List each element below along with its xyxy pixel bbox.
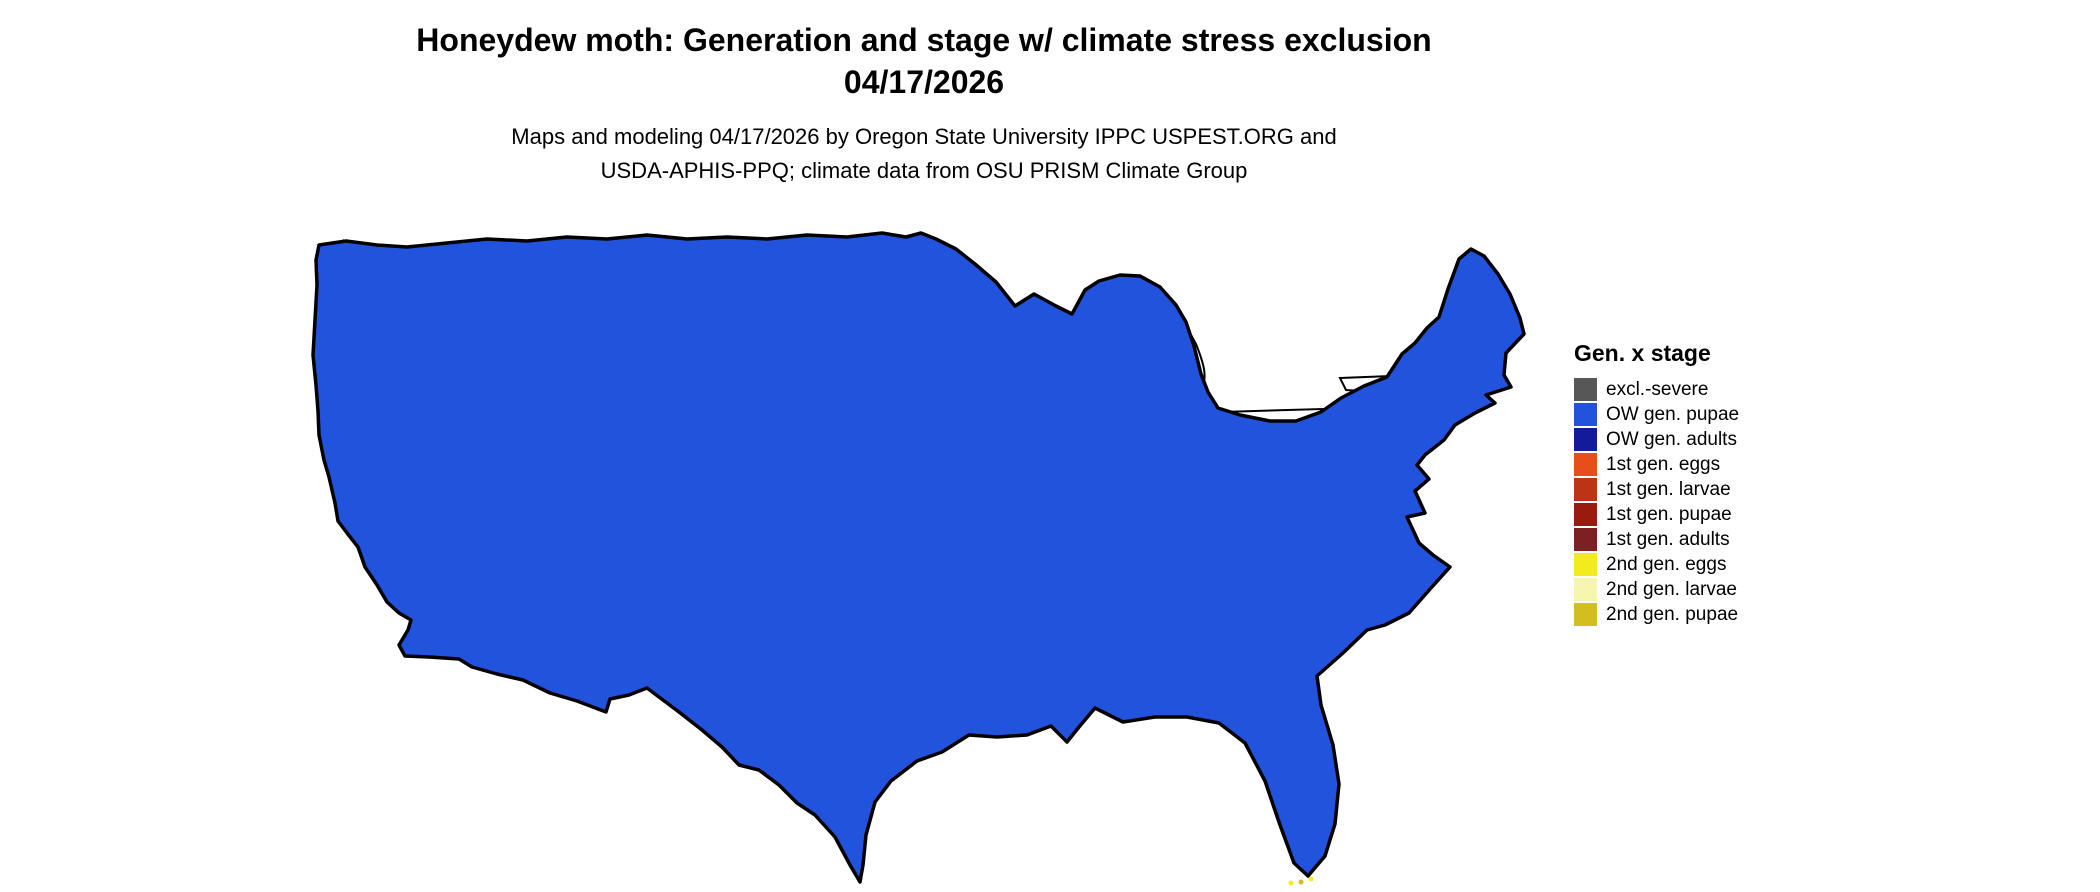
legend-item: 1st gen. eggs [1574,452,1814,477]
legend-label: 1st gen. pupae [1606,503,1732,525]
legend-swatch [1574,428,1597,451]
legend-swatch [1574,528,1597,551]
legend-swatch [1574,503,1597,526]
region-excl-severe-adirondacks [1336,339,1372,367]
legend-swatch [1574,403,1597,426]
legend-item: OW gen. pupae [1574,402,1814,427]
legend-item: 2nd gen. eggs [1574,552,1814,577]
legend-item: 2nd gen. pupae [1574,602,1814,627]
florida-keys-3 [1308,876,1314,882]
figure-title-line2: 04/17/2026 [843,64,1005,100]
us-outline [311,231,1526,884]
legend-item: 1st gen. larvae [1574,477,1814,502]
figure-title-line1: Honeydew moth: Generation and stage w/ c… [416,22,1432,58]
legend-item: 1st gen. pupae [1574,502,1814,527]
region-excl-severe-vermont [1409,317,1419,331]
florida-keys-2 [1298,879,1304,885]
legend-item: OW gen. adults [1574,427,1814,452]
subtitle-line2: USDA-APHIS-PPQ; climate data from OSU PR… [600,158,1248,183]
legend-swatch [1574,578,1597,601]
legend-label: 2nd gen. eggs [1606,553,1727,575]
legend-title: Gen. x stage [1574,340,1711,366]
legend-label: 2nd gen. pupae [1606,603,1739,625]
figure-subtitle: Maps and modeling 04/17/2026 by Oregon S… [0,120,1848,188]
legend-items: excl.-severe OW gen. pupae OW gen. adults 1… [1574,377,1814,627]
legend-swatch [1574,453,1597,476]
legend-item: excl.-severe [1574,377,1814,402]
legend-label: 2nd gen. larvae [1606,578,1737,600]
us-map [311,231,1526,886]
subtitle-line1: Maps and modeling 04/17/2026 by Oregon S… [511,124,1337,149]
legend-swatch [1574,478,1597,501]
header: Honeydew moth: Generation and stage w/ c… [0,20,1848,188]
legend-label: excl.-severe [1606,378,1709,400]
florida-keys-1 [1288,880,1294,886]
legend-label: OW gen. adults [1606,428,1737,450]
legend-label: 1st gen. adults [1606,528,1730,550]
legend-swatch [1574,378,1597,401]
legend-label: 1st gen. eggs [1606,453,1721,475]
legend-label: 1st gen. larvae [1606,478,1731,500]
legend: Gen. x stage excl.-severe OW gen. pupae OW… [1574,340,1814,627]
legend-label: OW gen. pupae [1606,403,1740,425]
legend-item: 1st gen. adults [1574,527,1814,552]
legend-swatch [1574,603,1597,626]
map-area [308,226,1528,888]
legend-item: 2nd gen. larvae [1574,577,1814,602]
legend-swatch [1574,553,1597,576]
